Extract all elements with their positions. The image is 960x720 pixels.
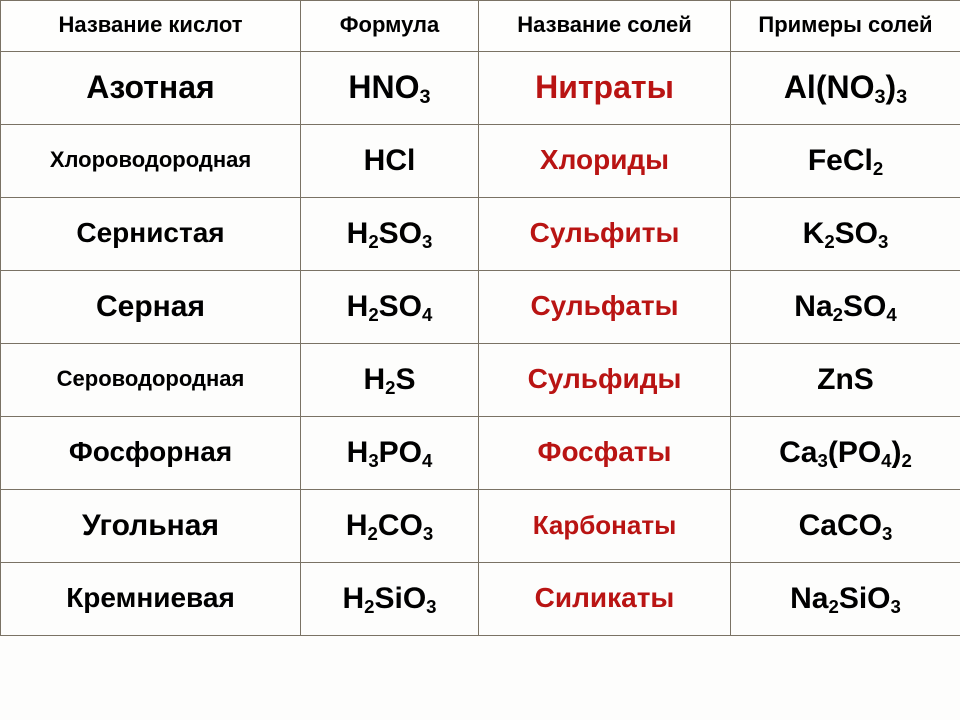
cell-acid-name: Кремниевая	[1, 562, 301, 635]
cell-salt-name: Фосфаты	[479, 416, 731, 489]
cell-acid-name: Сернистая	[1, 197, 301, 270]
cell-salt-name: Силикаты	[479, 562, 731, 635]
cell-example: FeCl2	[731, 124, 960, 197]
cell-salt-name: Сульфиты	[479, 197, 731, 270]
cell-formula: H2SiO3	[301, 562, 479, 635]
cell-salt-name: Нитраты	[479, 51, 731, 124]
cell-salt-name: Карбонаты	[479, 489, 731, 562]
table-row: Сероводородная H2S Сульфиды ZnS	[1, 343, 960, 416]
table-row: Фосфорная H3PO4 Фосфаты Ca3(PO4)2	[1, 416, 960, 489]
cell-example: Ca3(PO4)2	[731, 416, 960, 489]
cell-formula: H2SO3	[301, 197, 479, 270]
table-row: Хлороводородная HCl Хлориды FeCl2	[1, 124, 960, 197]
cell-acid-name: Серная	[1, 270, 301, 343]
table-row: Угольная H2CO3 Карбонаты CaCO3	[1, 489, 960, 562]
cell-formula: H3PO4	[301, 416, 479, 489]
cell-acid-name: Угольная	[1, 489, 301, 562]
table-body: Азотная HNO3 Нитраты Al(NO3)3 Хлороводор…	[1, 51, 960, 635]
cell-formula: H2CO3	[301, 489, 479, 562]
cell-example: Na2SiO3	[731, 562, 960, 635]
cell-acid-name: Хлороводородная	[1, 124, 301, 197]
cell-acid-name: Азотная	[1, 51, 301, 124]
table-row: Сернистая H2SO3 Сульфиты K2SO3	[1, 197, 960, 270]
cell-acid-name: Фосфорная	[1, 416, 301, 489]
cell-example: CaCO3	[731, 489, 960, 562]
cell-acid-name: Сероводородная	[1, 343, 301, 416]
cell-salt-name: Сульфиды	[479, 343, 731, 416]
acids-salts-table: Название кислот Формула Название солей П…	[0, 0, 960, 636]
table-row: Кремниевая H2SiO3 Силикаты Na2SiO3	[1, 562, 960, 635]
cell-salt-name: Сульфаты	[479, 270, 731, 343]
cell-example: Na2SO4	[731, 270, 960, 343]
table-row: Азотная HNO3 Нитраты Al(NO3)3	[1, 51, 960, 124]
table-header-row: Название кислот Формула Название солей П…	[1, 1, 960, 52]
col-header-formula: Формула	[301, 1, 479, 52]
cell-example: K2SO3	[731, 197, 960, 270]
cell-formula: HCl	[301, 124, 479, 197]
col-header-salt-name: Название солей	[479, 1, 731, 52]
cell-formula: H2SO4	[301, 270, 479, 343]
cell-salt-name: Хлориды	[479, 124, 731, 197]
cell-example: Al(NO3)3	[731, 51, 960, 124]
col-header-example: Примеры солей	[731, 1, 960, 52]
cell-example: ZnS	[731, 343, 960, 416]
table-row: Серная H2SO4 Сульфаты Na2SO4	[1, 270, 960, 343]
cell-formula: HNO3	[301, 51, 479, 124]
cell-formula: H2S	[301, 343, 479, 416]
col-header-acid-name: Название кислот	[1, 1, 301, 52]
